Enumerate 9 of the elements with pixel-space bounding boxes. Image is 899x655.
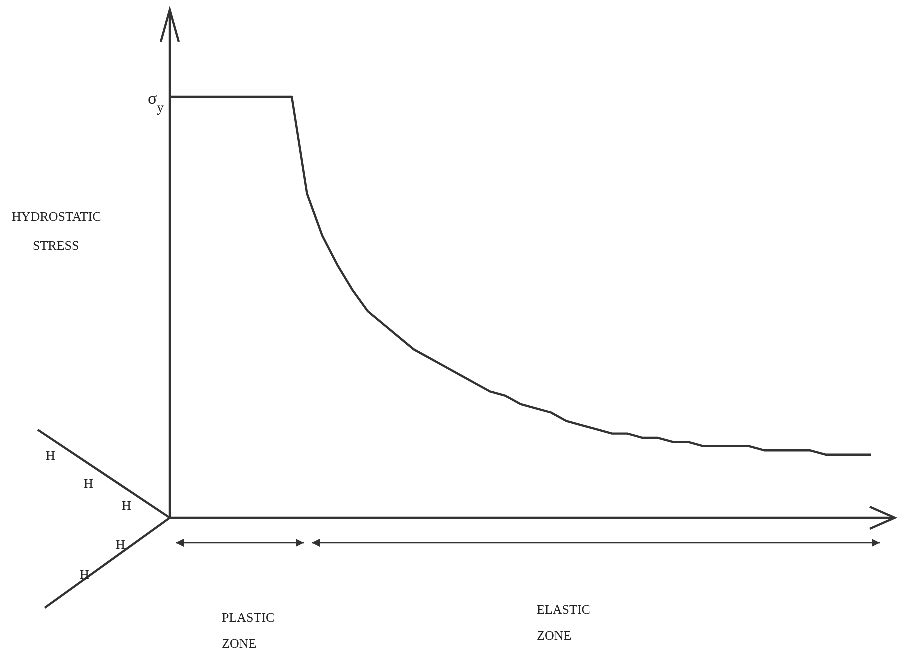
text: H [116, 537, 126, 552]
text: H [84, 476, 94, 491]
text: PLASTIC ZONE [222, 610, 275, 651]
text: HYDROSTATIC STRESS [12, 209, 102, 253]
text: ELASTIC ZONE [537, 602, 590, 643]
text: H [122, 498, 132, 513]
text: H [80, 567, 90, 582]
text: H [46, 448, 56, 463]
text: σ$_{y}$ [148, 89, 164, 114]
